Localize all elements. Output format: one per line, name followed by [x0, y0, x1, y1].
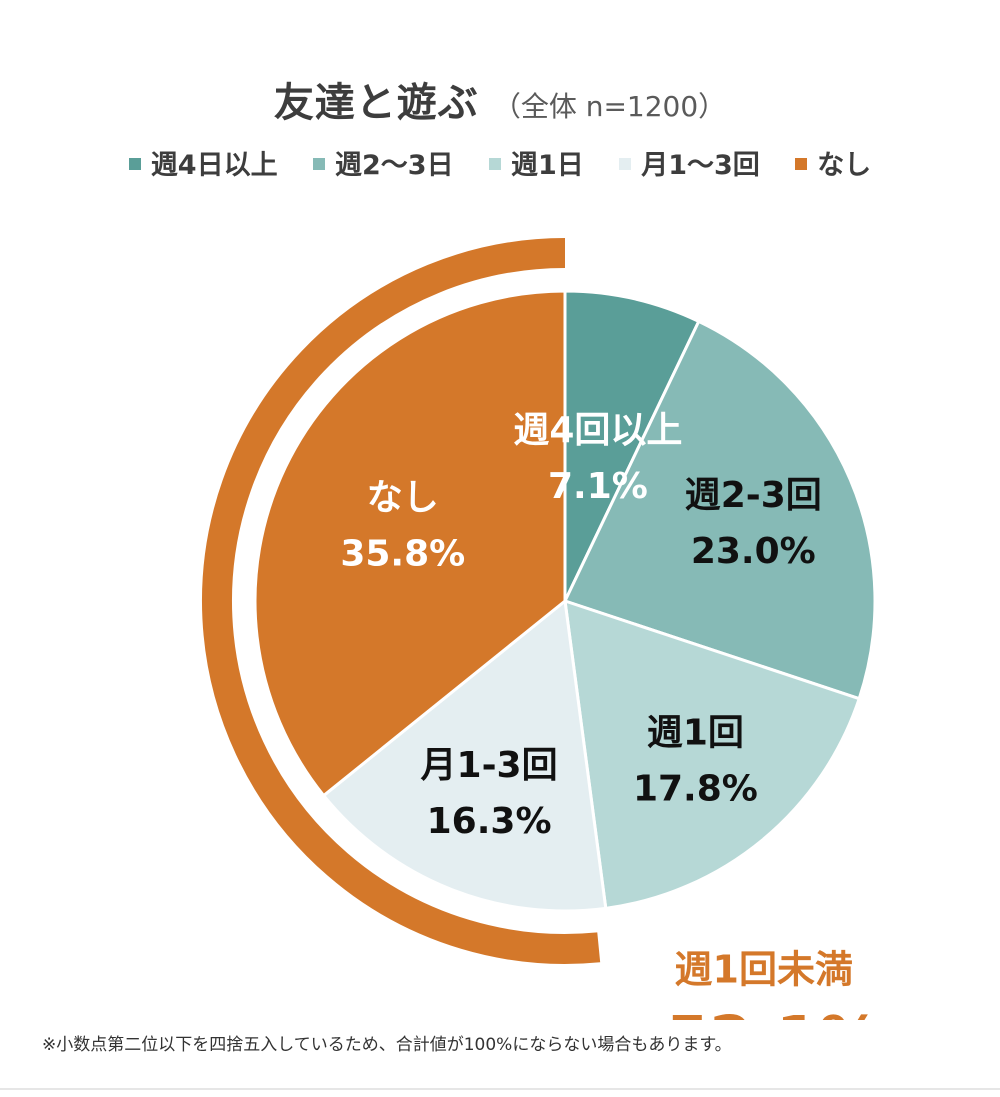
legend-item: なし: [795, 143, 871, 182]
pie-slice: [563, 319, 877, 701]
legend-label: 週2～3日: [335, 150, 454, 181]
pie-slice: [322, 599, 608, 913]
slice-label: 月1-3回: [421, 745, 558, 786]
bottom-divider: [0, 1088, 1000, 1090]
legend-label: なし: [817, 150, 872, 181]
chart-title-row: 友達と遊ぶ （全体 n=1200）: [0, 70, 1000, 128]
bracket-value-label: 52.1%: [666, 1003, 881, 1020]
slice-value-label: 23.0%: [691, 531, 816, 572]
legend-swatch: [795, 157, 808, 170]
legend-label: 週4日以上: [150, 150, 278, 181]
legend-swatch: [128, 157, 141, 170]
legend-label: 月1～3回: [641, 150, 760, 181]
slice-value-label: 7.1%: [548, 466, 648, 507]
legend-swatch: [489, 157, 501, 170]
pie-slice: [563, 289, 701, 603]
legend-item: 週4日以上: [128, 143, 278, 182]
pie-slice: [563, 599, 861, 910]
chart-subtitle: （全体 n=1200）: [492, 90, 727, 123]
pie-chart: 週4回以上 7.1% 週2-3回 23.0% 週1回 17.8% 月1-3回 16.3% なし 3…: [202, 238, 881, 1020]
slice-label: 週2-3回: [685, 475, 822, 516]
slice-label: 週4回以上: [513, 410, 682, 451]
slice-value-label: 17.8%: [633, 769, 758, 810]
legend-item: 週2～3日: [313, 143, 454, 182]
legend-swatch: [619, 157, 632, 170]
chart-title: 友達と遊ぶ: [273, 80, 479, 126]
pie-slice: [253, 289, 567, 798]
bracket-label: 週1回未満: [675, 948, 853, 992]
footnote: ※小数点第二位以下を四捨五入しているため、合計値が100%にならない場合もありま…: [42, 1035, 732, 1055]
legend-item: 週1日: [489, 143, 584, 182]
legend-item: 月1～3回: [619, 143, 760, 182]
slice-value-label: 35.8%: [340, 533, 465, 574]
chart-legend: 週4日以上 週2～3日 週1日 月1～3回 なし: [0, 143, 1000, 182]
slice-value-label: 16.3%: [427, 801, 552, 842]
legend-label: 週1日: [511, 150, 584, 181]
bracket-arc: [202, 238, 601, 964]
legend-swatch: [313, 157, 326, 170]
slice-label: 週1回: [647, 713, 744, 754]
slice-label: なし: [367, 477, 439, 518]
